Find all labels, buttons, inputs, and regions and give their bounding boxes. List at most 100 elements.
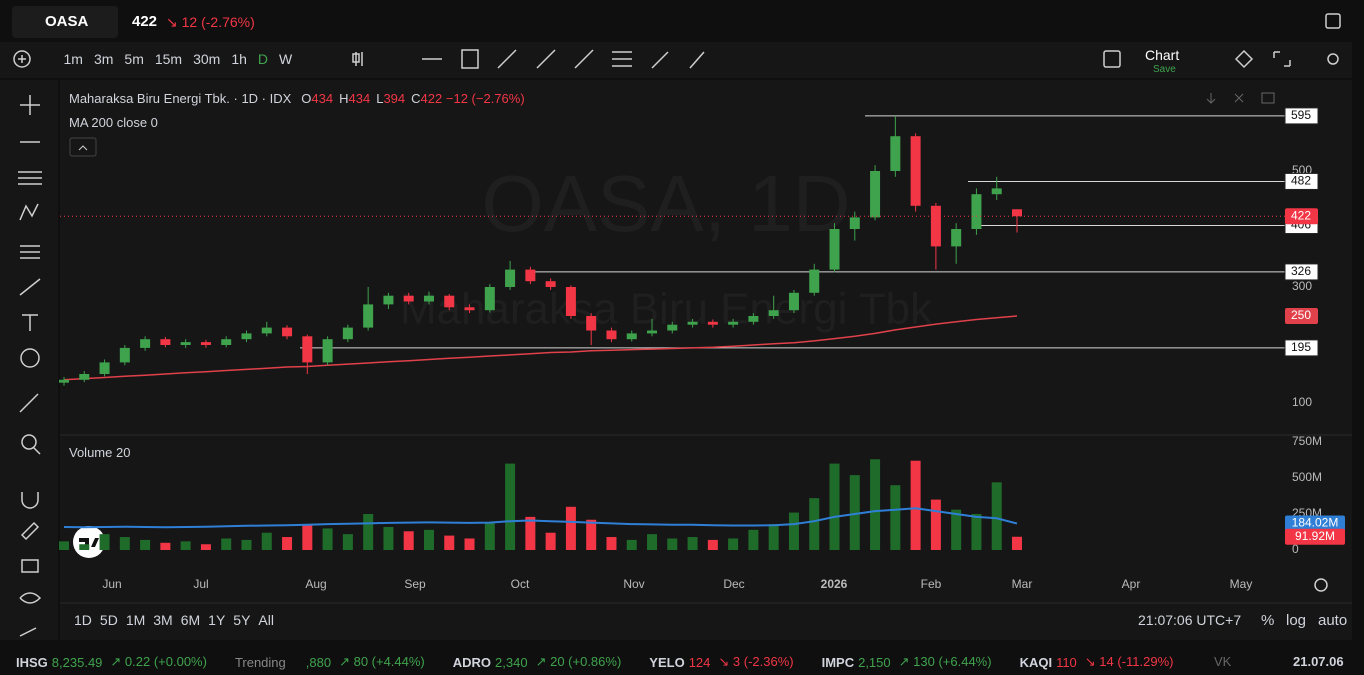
candle-body	[363, 304, 374, 328]
candle-body	[160, 339, 171, 345]
candle-body	[870, 171, 881, 218]
interval-button[interactable]: D	[257, 51, 269, 67]
volume-bar	[910, 460, 921, 550]
range-button[interactable]: 5D	[99, 612, 118, 628]
symbol[interactable]: OASA	[45, 13, 89, 30]
ticker-price: 110	[1056, 654, 1077, 670]
interval-button[interactable]: 30m	[193, 51, 221, 67]
range-button[interactable]: 6M	[180, 612, 201, 628]
volume-bar	[525, 516, 536, 550]
x-tick-label: Jul	[193, 577, 208, 591]
volume-bar	[59, 541, 69, 550]
volume-bar	[99, 534, 110, 550]
percent-toggle[interactable]: %	[1261, 612, 1275, 629]
volume-tick-label: 500M	[1292, 470, 1322, 484]
watermark-name: Maharaksa Biru Energi Tbk	[400, 285, 933, 334]
volume-bar	[241, 539, 252, 550]
range-button[interactable]: 3M	[153, 612, 173, 628]
candle-body	[647, 330, 658, 334]
range-button[interactable]: 1D	[74, 612, 92, 628]
watermark-symbol: OASA, 1D	[481, 159, 850, 248]
range-button[interactable]: 1Y	[208, 612, 226, 628]
volume-bar	[565, 506, 576, 550]
ticker-symbol[interactable]: IMPC	[821, 654, 855, 670]
price: 422	[132, 13, 158, 30]
ticker-symbol[interactable]: YELO	[649, 654, 685, 670]
volume-bar	[464, 538, 475, 550]
volume-bar	[687, 537, 698, 550]
volume-bar	[282, 537, 293, 550]
ohlc-value: 394	[383, 91, 406, 106]
volume-bar	[383, 526, 394, 550]
volume-bar	[667, 538, 678, 550]
interval-button[interactable]: 15m	[154, 51, 183, 67]
candles	[59, 115, 1022, 386]
volume-bar	[79, 544, 90, 550]
volume-bar	[484, 522, 495, 550]
symbol-box[interactable]	[12, 6, 118, 38]
ticker-bar: IHSG 8,235.49 ↗ 0.22 (+0.00%) Trending ,880 ↗…	[16, 654, 1202, 670]
interval-button[interactable]: W	[279, 51, 293, 67]
candle-body	[140, 339, 151, 348]
candle-body	[951, 229, 962, 247]
candle-body	[99, 362, 110, 374]
ticker-symbol[interactable]: KAQI	[1019, 654, 1053, 670]
candle-body	[342, 327, 353, 340]
log-toggle[interactable]: log	[1286, 612, 1307, 629]
ohlc-key: H	[339, 91, 349, 106]
left-toolbar	[0, 80, 58, 640]
candle-body	[971, 194, 982, 229]
auto-toggle[interactable]: auto	[1318, 612, 1348, 629]
candle-body	[423, 295, 434, 302]
volume-bar	[221, 538, 232, 550]
x-tick-label: May	[1230, 577, 1253, 591]
volume-bar	[140, 539, 151, 550]
layout-name[interactable]: Chart	[1145, 47, 1180, 63]
volume-bar	[606, 537, 617, 550]
x-tick-label: Aug	[305, 577, 326, 591]
volume-bar	[119, 537, 130, 550]
interval-button[interactable]: 1h	[231, 51, 247, 67]
candle-body	[545, 281, 556, 287]
volume-bar	[890, 485, 901, 550]
range-button[interactable]: 1M	[125, 612, 146, 628]
ticker-change: ↗ 80 (+4.44%)	[339, 654, 425, 669]
range-button[interactable]: All	[258, 612, 274, 628]
ticker-change: ↗ 20 (+0.86%)	[535, 654, 622, 669]
save-label[interactable]: Save	[1153, 64, 1176, 75]
ohlc-value: 422	[420, 91, 443, 106]
ticker-price: 2,150	[858, 654, 891, 670]
candle-body	[606, 330, 617, 340]
candle-body	[809, 269, 820, 293]
volume-tick-label: 750M	[1292, 434, 1322, 448]
x-tick-label: Nov	[623, 577, 644, 591]
ticker-change: ↘ 3 (-2.36%)	[718, 654, 794, 669]
ticker-clock: 21.07.06	[1293, 654, 1344, 669]
price-change: ↘ 12 (-2.76%)	[166, 14, 255, 30]
volume-bars	[59, 459, 1022, 550]
x-tick-label: Mar	[1012, 577, 1033, 591]
level-label: 482	[1291, 174, 1311, 188]
ohlc-value: 434	[348, 91, 371, 106]
volume-ma-box	[1285, 515, 1345, 532]
candle-body	[748, 316, 759, 322]
interval-button[interactable]: 3m	[93, 51, 114, 67]
candle-body	[79, 374, 90, 380]
candle-body	[1012, 209, 1022, 217]
ticker-price: 2,340	[495, 654, 528, 670]
volume-bar	[748, 529, 759, 550]
interval-button[interactable]: 5m	[124, 51, 144, 67]
ticker-more: VK	[1214, 654, 1232, 669]
interval-button[interactable]: 1m	[63, 51, 83, 67]
ma-legend: MA 200 close 0	[69, 115, 158, 130]
volume-tick-label: 0	[1292, 542, 1299, 556]
level-label-box	[1284, 263, 1319, 281]
volume-bar	[707, 539, 718, 550]
ticker-symbol[interactable]: ADRO	[452, 654, 492, 670]
volume-bar	[586, 519, 597, 550]
volume-bar	[991, 482, 1002, 550]
ticker-symbol[interactable]: IHSG	[16, 654, 48, 670]
y-tick-label: 300	[1292, 279, 1312, 293]
range-button[interactable]: 5Y	[233, 612, 251, 628]
